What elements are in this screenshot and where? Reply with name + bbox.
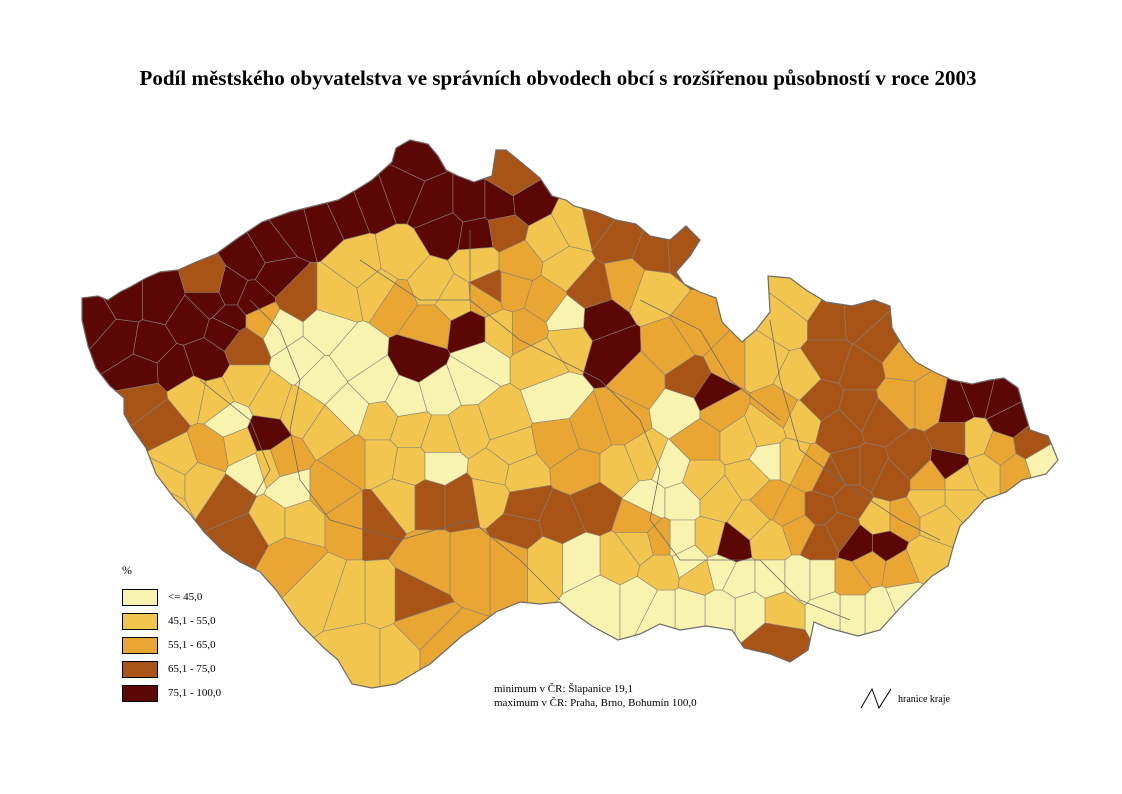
- district-area: [984, 140, 1058, 420]
- region-border-line: [359, 259, 470, 301]
- district-area: [452, 150, 486, 223]
- district-area: [754, 559, 786, 599]
- district-area: [944, 489, 1046, 591]
- region-border-line: [639, 299, 781, 421]
- legend-item: 45,1 - 55,0: [122, 609, 221, 633]
- district-area: [565, 258, 613, 309]
- legend-item: <= 45,0: [122, 585, 221, 609]
- legend-label: 75,1 - 100,0: [168, 687, 222, 699]
- legend-label: 45,1 - 55,0: [168, 615, 216, 627]
- region-border-line: [680, 559, 851, 621]
- legend-item: 75,1 - 100,0: [122, 681, 221, 705]
- legend-label: <= 45,0: [168, 591, 203, 603]
- district-area: [1024, 426, 1058, 627]
- district-area: [82, 140, 143, 323]
- region-border-line: [769, 319, 941, 541]
- district-area: [82, 318, 139, 401]
- region-border-line: [469, 230, 561, 361]
- district-area: [391, 447, 426, 486]
- district-area: [999, 453, 1058, 623]
- district-area: [142, 150, 186, 326]
- legend-swatch: [122, 660, 158, 678]
- legend-item: 65,1 - 75,0: [122, 657, 221, 681]
- district-area: [489, 536, 528, 646]
- region-border-line: [249, 299, 331, 521]
- legend-label: 65,1 - 75,0: [168, 663, 216, 675]
- extremes-note: minimum v ČR: Šlapanice 19,1 maximum v Č…: [494, 682, 697, 710]
- district-area: [393, 601, 463, 651]
- district-area: [254, 256, 311, 299]
- district-area: [930, 448, 970, 480]
- district-area: [853, 197, 1015, 364]
- district-area: [741, 140, 888, 322]
- district-area: [335, 140, 478, 182]
- legend-swatch: [122, 684, 158, 702]
- district-area: [698, 622, 851, 688]
- legend-item: 55,1 - 65,0: [122, 633, 221, 657]
- region-borders: [199, 230, 941, 621]
- maximum-note: maximum v ČR: Praha, Brno, Bohumín 100,0: [494, 697, 697, 709]
- district-area: [905, 534, 1058, 663]
- district-area: [841, 140, 1058, 345]
- legend-swatch: [122, 588, 158, 606]
- district-area: [137, 140, 226, 293]
- region-border-line: [329, 519, 561, 601]
- border-key: hranice kraje: [860, 686, 950, 712]
- legend-swatch: [122, 636, 158, 654]
- district-area: [527, 536, 563, 643]
- district-area: [704, 589, 736, 688]
- legend-swatch: [122, 612, 158, 630]
- minimum-note: minimum v ČR: Šlapanice 19,1: [494, 683, 634, 695]
- district-area: [906, 489, 946, 518]
- district-area: [804, 591, 841, 688]
- district-area: [396, 304, 452, 350]
- border-key-label: hranice kraje: [898, 693, 950, 705]
- region-border-line: [559, 359, 681, 561]
- district-area: [184, 292, 226, 320]
- district-area: [662, 140, 808, 291]
- region-border-line: [199, 379, 271, 521]
- map-title: Podíl městského obyvatelstva ve správníc…: [139, 66, 977, 90]
- border-line-icon: [860, 687, 892, 710]
- district-area: [414, 479, 446, 531]
- district-area: [364, 558, 396, 630]
- district-area: [614, 532, 654, 567]
- legend: % <= 45,0 45,1 - 55,0 55,1 - 65,0 65,1 -…: [122, 563, 221, 705]
- district-area: [468, 269, 502, 303]
- legend-unit: %: [122, 563, 132, 577]
- district-area: [457, 217, 494, 251]
- district-area: [135, 140, 266, 281]
- legend-label: 55,1 - 65,0: [168, 639, 216, 651]
